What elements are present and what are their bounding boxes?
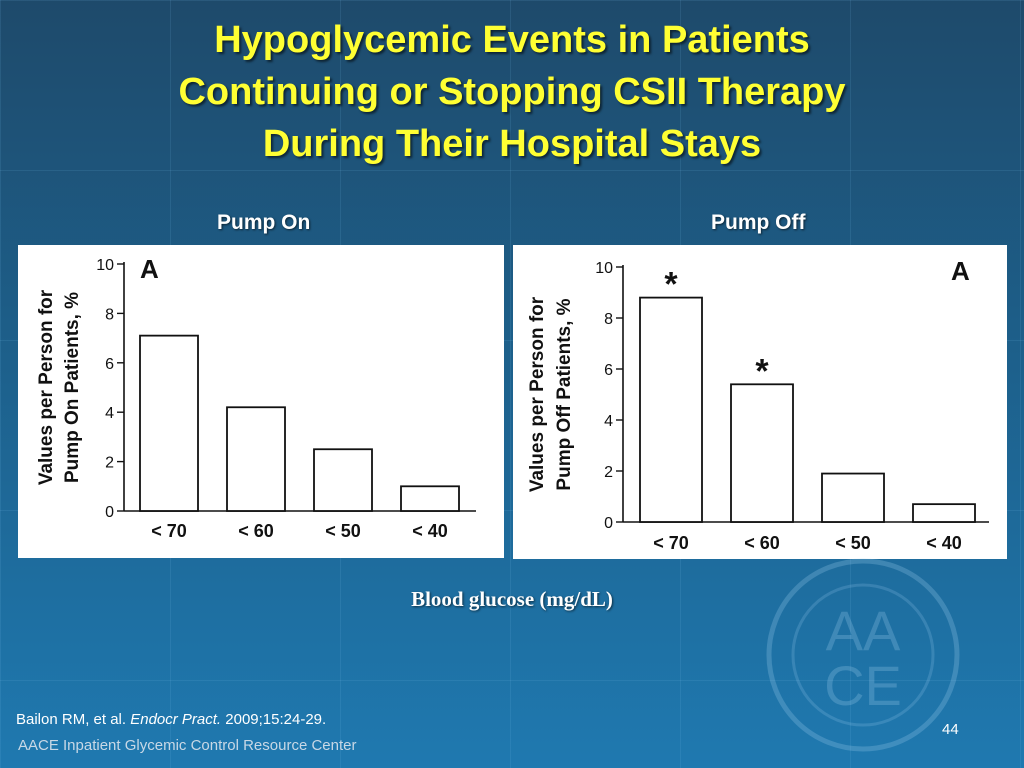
citation-authors: Bailon RM, et al. [16,711,127,728]
y-axis-title: Pump On Patients, % [62,292,83,483]
pump-on-chart: 0 2 4 6 8 10 Values per Person for Pump On Pati… [36,254,476,541]
y-tick-label: 8 [604,311,613,328]
chart-panel-pump-off: 0 2 4 6 8 10 Values per Person for Pump Off Pat… [513,245,1007,559]
y-tick-label: 10 [96,257,114,274]
y-tick-label: 8 [105,306,114,323]
category-label: < 60 [744,533,780,553]
y-tick-label: 10 [595,260,613,277]
x-axis-label: Blood glucose (mg/dL) [411,587,613,611]
pump-on-label: Pump On [217,211,311,234]
bar [400,485,460,512]
bar [639,296,703,523]
bar [139,334,199,512]
footer-text: AACE Inpatient Glycemic Control Resource… [18,737,357,754]
category-label: < 70 [653,533,689,553]
category-label: < 60 [238,521,274,541]
y-tick-label: 6 [105,356,114,373]
pump-off-label: Pump Off [711,211,806,234]
aace-seal-logo: AA CE [766,558,960,752]
panel-letter: A [951,256,970,286]
y-tick-label: 0 [105,504,114,521]
title-line-2: Continuing or Stopping CSII Therapy [178,71,846,113]
pump-off-chart: 0 2 4 6 8 10 Values per Person for Pump Off Pat… [527,256,989,553]
bar [912,503,976,523]
citation: Bailon RM, et al. Endocr Pract. 2009;15:… [16,711,326,728]
chart-panel-pump-on: 0 2 4 6 8 10 Values per Person for Pump On Pati… [18,245,504,558]
citation-journal: Endocr Pract. [130,711,222,728]
bar [821,472,885,523]
significance-marker: * [755,352,769,390]
y-axis-title: Values per Person for [36,289,57,485]
category-label: < 50 [325,521,361,541]
title-line-3: During Their Hospital Stays [262,123,762,165]
bar [226,406,286,512]
page-number: 44 [942,721,959,738]
category-label: < 40 [412,521,448,541]
y-tick-label: 4 [105,405,114,422]
title-line-1: Hypoglycemic Events in Patients [214,19,810,61]
category-label: < 70 [151,521,187,541]
bar [313,448,373,512]
svg-text:AA: AA [826,599,901,662]
y-tick-label: 4 [604,413,613,430]
y-tick-label: 0 [604,515,613,532]
category-label: < 40 [926,533,962,553]
panel-letter: A [140,254,159,284]
slide-title: Hypoglycemic Events in Patients Continui… [60,14,964,170]
category-label: < 50 [835,533,871,553]
significance-marker: * [664,266,678,304]
y-tick-label: 2 [604,464,613,481]
bar [730,383,794,523]
y-axis-title: Pump Off Patients, % [554,298,575,490]
y-tick-label: 2 [105,455,114,472]
citation-details: 2009;15:24-29. [225,711,327,728]
y-axis-title: Values per Person for [527,296,548,492]
svg-text:CE: CE [824,654,902,717]
y-tick-label: 6 [604,362,613,379]
